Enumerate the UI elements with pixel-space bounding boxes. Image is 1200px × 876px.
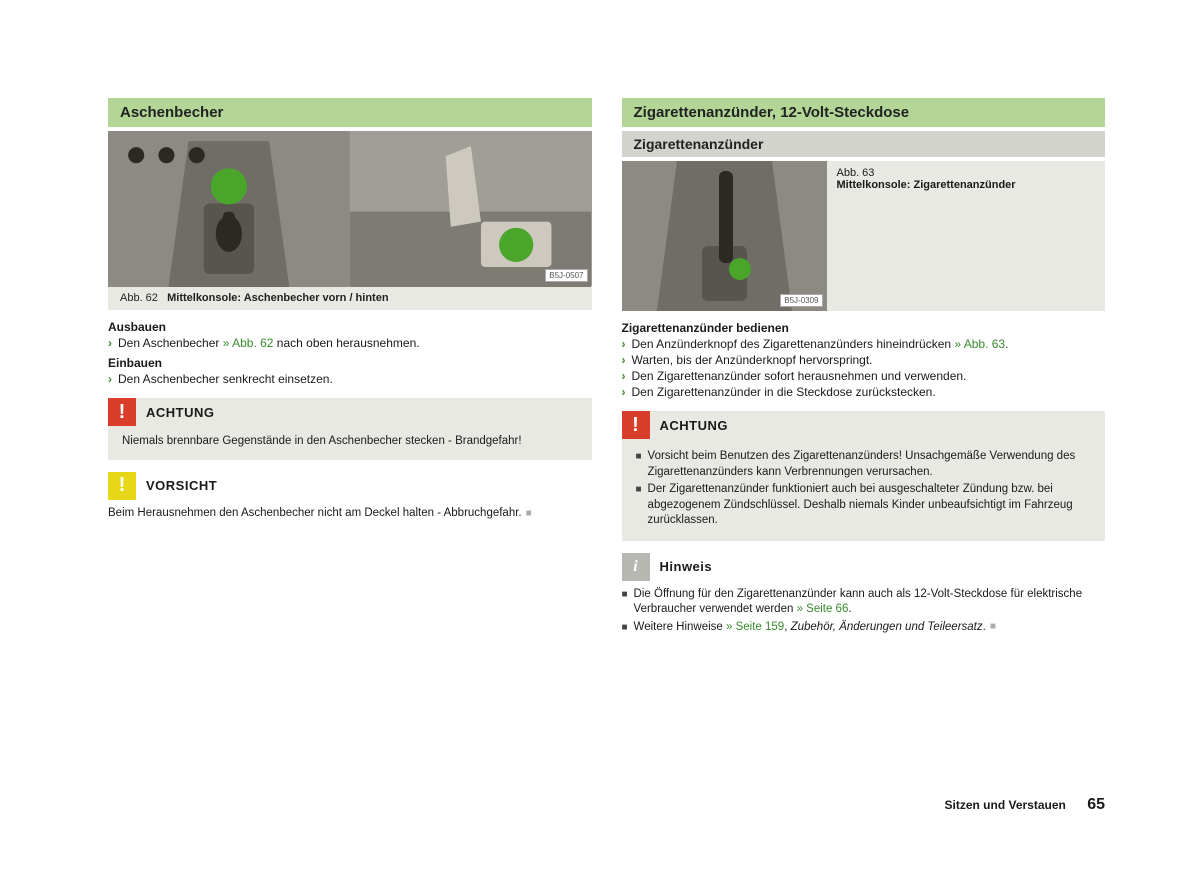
achtung-header-right: ! ACHTUNG [622, 411, 1106, 439]
figure-62-rear: B5J-0507 [350, 131, 592, 286]
square-bullet-icon: ■ [622, 587, 628, 618]
achtung-body-right: ■ Vorsicht beim Benutzen des Zigarettena… [622, 439, 1106, 541]
chevron-icon: › [622, 385, 626, 399]
hinweis-label: Hinweis [660, 559, 713, 574]
left-column: Aschenbecher [108, 98, 592, 638]
caption-abb: Abb. 63 [837, 167, 875, 179]
vorsicht-label: VORSICHT [146, 478, 217, 493]
achtung-label: ACHTUNG [660, 418, 729, 433]
ref-abb62[interactable]: » Abb. 62 [223, 336, 274, 350]
ref-abb63[interactable]: » Abb. 63 [954, 337, 1005, 351]
step-text: Den Aschenbecher senkrecht einsetzen. [118, 372, 333, 386]
subheader-zig: Zigarettenanzünder [622, 131, 1106, 157]
figure-62-front [108, 131, 350, 286]
hinweis-header: i Hinweis [622, 553, 1106, 581]
figure-63-id: B5J-0309 [780, 294, 822, 307]
square-bullet-icon: ■ [636, 482, 642, 529]
figure-62-id: B5J-0507 [545, 269, 587, 282]
lighter-sketch [622, 161, 827, 311]
warning-icon: ! [622, 411, 650, 439]
figure-62-caption: Abb. 62 Mittelkonsole: Aschenbecher vorn… [108, 286, 592, 308]
ashtray-front-sketch [108, 131, 350, 287]
section-header-zig: Zigarettenanzünder, 12-Volt-Steckdose [622, 98, 1106, 127]
bedienen-heading: Zigarettenanzünder bedienen [622, 321, 1106, 335]
step-text: Den Zigarettenanzünder sofort herausnehm… [632, 369, 967, 383]
square-bullet-icon: ■ [622, 620, 628, 636]
caption-text: Mittelkonsole: Zigarettenanzünder [837, 179, 1016, 191]
figure-63-caption: Abb. 63 Mittelkonsole: Zigarettenanzünde… [827, 161, 1026, 311]
right-column: Zigarettenanzünder, 12-Volt-Steckdose Zi… [622, 98, 1106, 638]
chevron-icon: › [622, 353, 626, 367]
caption-text: Mittelkonsole: Aschenbecher vorn / hinte… [167, 292, 388, 304]
achtung-item-1: ■ Vorsicht beim Benutzen des Zigarettena… [636, 449, 1092, 480]
hinweis-item-2: ■ Weitere Hinweise » Seite 159, Zubehör,… [622, 620, 1106, 636]
chevron-icon: › [622, 337, 626, 351]
chevron-icon: › [108, 336, 112, 350]
step-2: › Warten, bis der Anzünderknopf hervorsp… [622, 353, 1106, 367]
footer-page-number: 65 [1087, 796, 1105, 813]
figure-63-panel: B5J-0309 Abb. 63 Mittelkonsole: Zigarett… [622, 161, 1106, 311]
vorsicht-body: Beim Herausnehmen den Aschenbecher nicht… [108, 506, 592, 522]
footer-section: Sitzen und Verstauen [945, 798, 1066, 812]
end-marker-icon: ■ [526, 508, 532, 519]
page-footer: Sitzen und Verstauen 65 [945, 796, 1106, 814]
achtung-item-2: ■ Der Zigarettenanzünder funktioniert au… [636, 482, 1092, 529]
step-text: Den Anzünderknopf des Zigarettenanzünder… [632, 337, 1009, 351]
step-1: › Den Anzünderknopf des Zigarettenanzünd… [622, 337, 1106, 351]
einbauen-step: › Den Aschenbecher senkrecht einsetzen. [108, 372, 592, 386]
square-bullet-icon: ■ [636, 449, 642, 480]
manual-page: Aschenbecher [0, 0, 1200, 638]
info-icon: i [622, 553, 650, 581]
chevron-icon: › [108, 372, 112, 386]
step-text: Den Zigarettenanzünder in die Steckdose … [632, 385, 936, 399]
ashtray-rear-sketch [350, 131, 592, 287]
achtung-header-left: ! ACHTUNG [108, 398, 592, 426]
step-3: › Den Zigarettenanzünder sofort herausne… [622, 369, 1106, 383]
caption-abb: Abb. 62 [120, 292, 158, 304]
einbauen-heading: Einbauen [108, 356, 592, 370]
step-text: Warten, bis der Anzünderknopf hervorspri… [632, 353, 873, 367]
achtung-label: ACHTUNG [146, 405, 215, 420]
figure-62-panel: B5J-0507 Abb. 62 Mittelkonsole: Aschenbe… [108, 131, 592, 310]
vorsicht-header: ! VORSICHT [108, 472, 592, 500]
ausbauen-step: › Den Aschenbecher » Abb. 62 nach oben h… [108, 336, 592, 350]
step-text: Den Aschenbecher » Abb. 62 nach oben her… [118, 336, 420, 350]
section-header-aschenbecher: Aschenbecher [108, 98, 592, 127]
ausbauen-heading: Ausbauen [108, 320, 592, 334]
end-marker-icon: ■ [990, 620, 996, 634]
figure-63-img: B5J-0309 [622, 161, 827, 311]
step-4: › Den Zigarettenanzünder in die Steckdos… [622, 385, 1106, 399]
ref-seite66[interactable]: » Seite 66 [797, 603, 849, 615]
chevron-icon: › [622, 369, 626, 383]
hinweis-item-1: ■ Die Öffnung für den Zigarettenanzünder… [622, 587, 1106, 618]
caution-icon: ! [108, 472, 136, 500]
warning-icon: ! [108, 398, 136, 426]
hinweis-body: ■ Die Öffnung für den Zigarettenanzünder… [622, 587, 1106, 636]
ref-seite159[interactable]: » Seite 159 [726, 621, 784, 633]
achtung-body-left: Niemals brennbare Gegenstände in den Asc… [108, 426, 592, 460]
figure-62-row: B5J-0507 [108, 131, 592, 286]
